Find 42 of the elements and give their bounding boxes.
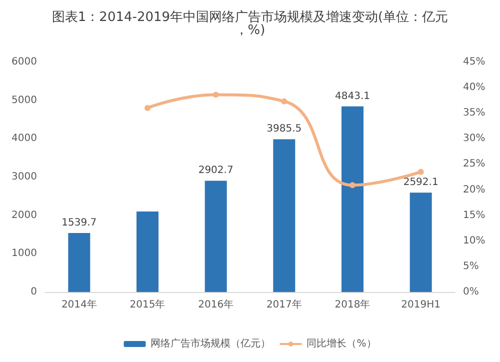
point bbox=[212, 92, 219, 98]
y-tick-label: 2000 bbox=[12, 210, 37, 221]
y-tick-label: 5000 bbox=[12, 94, 37, 106]
data-label: 4843.1 bbox=[335, 90, 370, 102]
y2-tick-label: 10% bbox=[463, 235, 486, 246]
legend-label: 网络广告市场规模（亿元） bbox=[150, 338, 271, 350]
y-tick-label: 0 bbox=[30, 286, 37, 298]
data-label: 3985.5 bbox=[266, 124, 302, 135]
point bbox=[350, 182, 356, 188]
point bbox=[144, 105, 150, 111]
chart-title: 图表1：2014-2019年中国网络广告市场规模及增速变动(单位：亿元，%) bbox=[52, 10, 448, 38]
y-tick-label: 1000 bbox=[12, 248, 37, 260]
x-tick-label: 2016年 bbox=[198, 298, 234, 310]
bar bbox=[136, 212, 158, 292]
bar bbox=[410, 192, 432, 292]
y2-tick-label: 25% bbox=[463, 158, 486, 170]
y2-tick-label: 15% bbox=[463, 210, 486, 221]
x-tick-label: 2014年 bbox=[61, 298, 97, 310]
y-tick-label: 4000 bbox=[12, 133, 37, 144]
x-tick-label: 2015年 bbox=[130, 298, 166, 310]
data-label: 1539.7 bbox=[62, 217, 97, 228]
y2-tick-label: 45% bbox=[463, 56, 486, 68]
data-label: 2592.1 bbox=[403, 177, 438, 188]
y2-tick-label: 20% bbox=[463, 184, 486, 196]
x-tick-label: 2018年 bbox=[334, 298, 370, 310]
bar bbox=[204, 180, 227, 292]
y-tick-label: 3000 bbox=[12, 172, 37, 182]
legend-label: 同比增长（%） bbox=[306, 338, 376, 350]
y2-tick-label: 5% bbox=[463, 260, 479, 272]
x-tick-label: 2017年 bbox=[266, 298, 302, 310]
point bbox=[281, 98, 288, 104]
x-tick-label: 2019H1 bbox=[401, 300, 441, 310]
bar bbox=[273, 139, 296, 292]
point bbox=[418, 168, 424, 175]
data-label: 2902.7 bbox=[198, 165, 234, 176]
bar bbox=[68, 232, 90, 292]
y2-tick-label: 0% bbox=[463, 286, 479, 298]
bar bbox=[342, 106, 364, 292]
y-tick-label: 6000 bbox=[12, 56, 37, 68]
y2-tick-label: 30% bbox=[463, 133, 486, 144]
y2-tick-label: 35% bbox=[463, 108, 486, 119]
y2-tick-label: 40% bbox=[463, 82, 486, 94]
